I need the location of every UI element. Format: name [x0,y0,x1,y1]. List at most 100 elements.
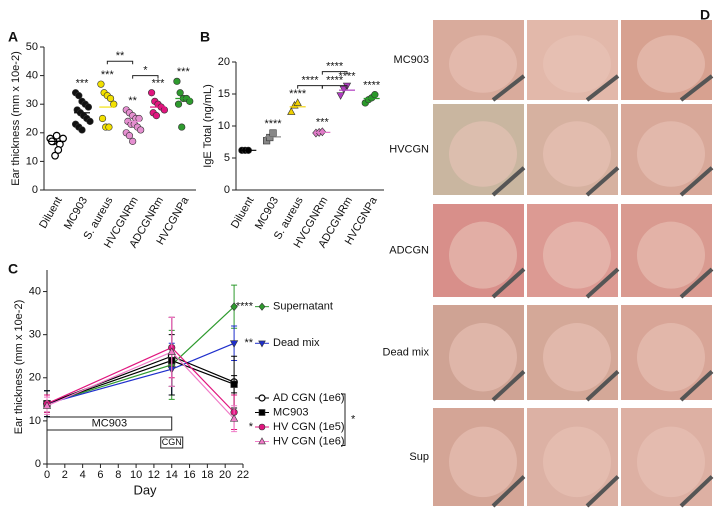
photo-detail [679,74,714,102]
photo-detail [449,323,517,392]
y-axis-label: Ear thickness (mm x 10e-2) [10,51,22,185]
legend-label: Supernatant [273,301,333,313]
photo-detail [543,221,611,289]
data-point [98,114,107,123]
photo-detail [491,370,526,402]
data-point [54,146,63,154]
photo-detail [543,323,611,392]
y-axis-label: Ear thickness (mm x 10e-2) [13,300,25,434]
photo-detail [585,370,620,402]
data-point [229,340,239,348]
bracket [321,85,348,89]
x-tick-label: 14 [166,469,178,481]
photo-detail [679,166,714,197]
treatment-box [46,416,173,431]
data-point [52,131,61,140]
legend-label: Dead mix [273,337,320,349]
row-label: Sup [409,451,429,463]
y-tick-label: 15 [218,88,230,100]
data-point [176,89,184,97]
photo-detail [491,267,526,299]
series-line [46,355,235,405]
treatment-label: MC903 [92,417,127,429]
data-point [230,302,238,312]
photo-detail [585,475,620,508]
x-tick-label: 6 [97,469,103,481]
photo-detail [449,121,517,187]
treatment-box [160,436,184,449]
data-point [51,151,59,160]
photo-detail [543,426,611,498]
data-point [287,107,296,115]
panel-label: D [700,7,710,23]
data-point [125,132,134,140]
photo-detail [449,426,517,498]
legend-marker [258,423,266,431]
series-line [46,359,235,405]
photo-detail [585,267,620,299]
data-point [42,401,52,409]
x-tick-label: 0 [44,469,50,481]
photo-detail [637,426,705,498]
bracket-label: **** [301,75,319,87]
data-point [86,117,94,125]
photo-detail [679,475,714,508]
x-tick-label: MC903 [62,195,90,232]
data-point [84,103,92,111]
data-point [97,80,105,88]
bracket-label: ** [116,50,125,62]
y-tick-label: 0 [35,458,41,470]
significance: *** [177,66,191,78]
photo-detail [585,74,620,102]
significance: **** [236,301,254,313]
legend-bracket [341,393,346,446]
data-point [148,89,156,97]
photo-detail [679,267,714,299]
data-point [105,123,113,131]
x-tick-label: 22 [237,469,249,481]
x-tick-label: 16 [183,469,195,481]
data-point [78,126,86,134]
bracket [106,60,134,65]
row-label: Dead mix [383,346,430,358]
photo-detail [679,370,714,402]
data-point [269,129,277,137]
bracket-label: **** [326,61,344,73]
significance: **** [338,71,356,83]
x-axis-label: Day [133,482,157,497]
photo-detail [637,221,705,289]
data-point [229,414,239,422]
significance: * [249,421,254,433]
y-tick-label: 50 [26,41,38,53]
bracket-label: **** [326,75,344,87]
legend-label: AD CGN (1e6) [273,392,345,404]
legend-marker [258,437,266,445]
significance: *** [76,78,90,90]
y-tick-label: 10 [26,155,38,167]
legend-label: MC903 [273,406,308,418]
significance: **** [289,88,307,100]
data-point [371,91,379,99]
series-line [46,346,235,413]
significance: **** [264,118,282,130]
photo-detail [449,35,517,93]
x-tick-label: 2 [62,469,68,481]
bracket [321,71,348,75]
data-point [318,127,327,137]
significance: *** [316,117,330,129]
x-tick-label: 18 [201,469,213,481]
photo-detail [491,166,526,197]
significance: *** [152,78,166,90]
x-tick-label: 12 [148,469,160,481]
x-tick-label: 10 [130,469,142,481]
y-tick-label: 10 [218,120,230,132]
photo-detail [637,121,705,187]
photo-detail [543,121,611,187]
y-tick-label: 10 [29,415,41,427]
data-point [106,94,115,103]
bracket [132,75,159,79]
x-tick-label: 8 [115,469,121,481]
photo-detail [637,323,705,392]
y-axis-label: IgE Total (ng/mL) [202,84,214,168]
legend-marker [258,302,266,311]
